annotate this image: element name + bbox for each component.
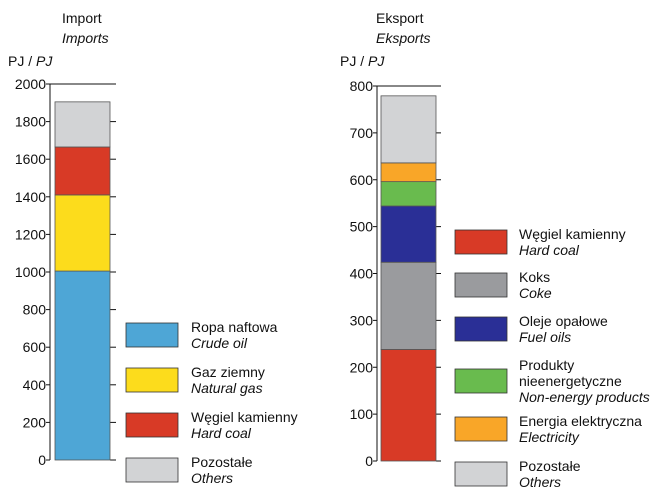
bar-segment-crude-oil bbox=[54, 270, 111, 461]
bar-segment-natural-gas bbox=[54, 194, 111, 272]
bar-segment-hard-coal bbox=[380, 349, 437, 462]
export-stacked-bar bbox=[380, 95, 437, 462]
legend-label: nieenergetyczne bbox=[519, 373, 622, 389]
bar-segment-non-energy-products bbox=[380, 181, 437, 207]
y-tick-label: 200 bbox=[23, 414, 47, 430]
legend-swatch bbox=[454, 461, 508, 487]
export-unit: PJ bbox=[340, 53, 356, 69]
y-tick-label: 100 bbox=[350, 406, 374, 422]
legend-label-en: Hard coal bbox=[191, 425, 252, 441]
y-tick-label: 0 bbox=[38, 452, 46, 468]
legend-label: Oleje opałowe bbox=[519, 313, 608, 329]
y-tick-label: 1200 bbox=[15, 226, 46, 242]
bar-segment-fuel-oils bbox=[380, 205, 437, 263]
import-unit-en: PJ bbox=[36, 53, 53, 69]
export-unit-en: PJ bbox=[368, 53, 385, 69]
legend-swatch bbox=[454, 229, 508, 255]
y-tick-label: 500 bbox=[350, 219, 374, 235]
y-tick-label: 600 bbox=[350, 172, 374, 188]
y-tick-label: 2000 bbox=[15, 76, 46, 92]
y-tick-label: 400 bbox=[23, 377, 47, 393]
import-y-axis: 0 200 400 600 800 1000 1200 1400 1600 1800 2000 bbox=[15, 76, 116, 468]
legend-label-en: Others bbox=[191, 470, 233, 486]
y-tick-label: 800 bbox=[350, 78, 374, 94]
y-tick-label: 700 bbox=[350, 125, 374, 141]
y-tick-label: 200 bbox=[350, 359, 374, 375]
legend-swatch bbox=[125, 322, 179, 348]
legend-label: Węgiel kamienny bbox=[191, 409, 298, 425]
legend-label: Węgiel kamienny bbox=[519, 226, 626, 242]
y-tick-label: 1600 bbox=[15, 151, 46, 167]
y-tick-label: 800 bbox=[23, 302, 47, 318]
export-subtitle: Eksports bbox=[376, 30, 430, 46]
legend-label-en: Others bbox=[519, 474, 561, 490]
legend-label-en: Coke bbox=[519, 285, 552, 301]
import-subtitle: Imports bbox=[62, 30, 109, 46]
bar-segment-hard-coal bbox=[54, 146, 111, 196]
legend-label: Pozostałe bbox=[519, 458, 581, 474]
import-unit: PJ bbox=[8, 53, 24, 69]
y-tick-label: 300 bbox=[350, 312, 374, 328]
export-title: Eksport bbox=[376, 10, 424, 26]
bar-segment-electricity bbox=[380, 162, 437, 183]
legend-label: Pozostałe bbox=[191, 454, 253, 470]
legend-label-en: Natural gas bbox=[191, 380, 263, 396]
bar-segment-others bbox=[380, 95, 437, 164]
y-tick-label: 0 bbox=[365, 453, 373, 469]
y-tick-label: 400 bbox=[350, 266, 374, 282]
legend-label: Gaz ziemny bbox=[191, 364, 265, 380]
legend-swatch bbox=[125, 367, 179, 393]
bar-segment-coke bbox=[380, 261, 437, 350]
y-tick-label: 1000 bbox=[15, 264, 46, 280]
legend-label: Energia elektryczna bbox=[519, 413, 642, 429]
legend-swatch bbox=[454, 416, 508, 442]
import-stacked-bar bbox=[54, 101, 111, 461]
y-tick-label: 600 bbox=[23, 339, 47, 355]
legend-label-en: Fuel oils bbox=[519, 329, 571, 345]
legend-label-en: Non-energy products bbox=[519, 389, 650, 405]
import-unit-label: PJ / PJ bbox=[8, 53, 53, 69]
legend-swatch bbox=[454, 272, 508, 298]
legend-swatch bbox=[454, 368, 508, 394]
legend-label-en: Crude oil bbox=[191, 335, 248, 351]
legend-label: Koks bbox=[519, 269, 550, 285]
legend-label: Produkty bbox=[519, 357, 574, 373]
bar-segment-others bbox=[54, 101, 111, 148]
y-tick-label: 1400 bbox=[15, 189, 46, 205]
y-tick-label: 1800 bbox=[15, 114, 46, 130]
legend-label-en: Electricity bbox=[519, 429, 580, 445]
export-y-axis: 0 100 200 300 400 500 600 700 800 bbox=[350, 78, 441, 469]
import-title: Import bbox=[62, 10, 102, 26]
legend-swatch bbox=[125, 412, 179, 438]
export-unit-label: PJ / PJ bbox=[340, 53, 385, 69]
legend-swatch bbox=[125, 457, 179, 483]
legend-label: Ropa naftowa bbox=[191, 319, 278, 335]
legend-swatch bbox=[454, 316, 508, 342]
legend-label-en: Hard coal bbox=[519, 242, 580, 258]
